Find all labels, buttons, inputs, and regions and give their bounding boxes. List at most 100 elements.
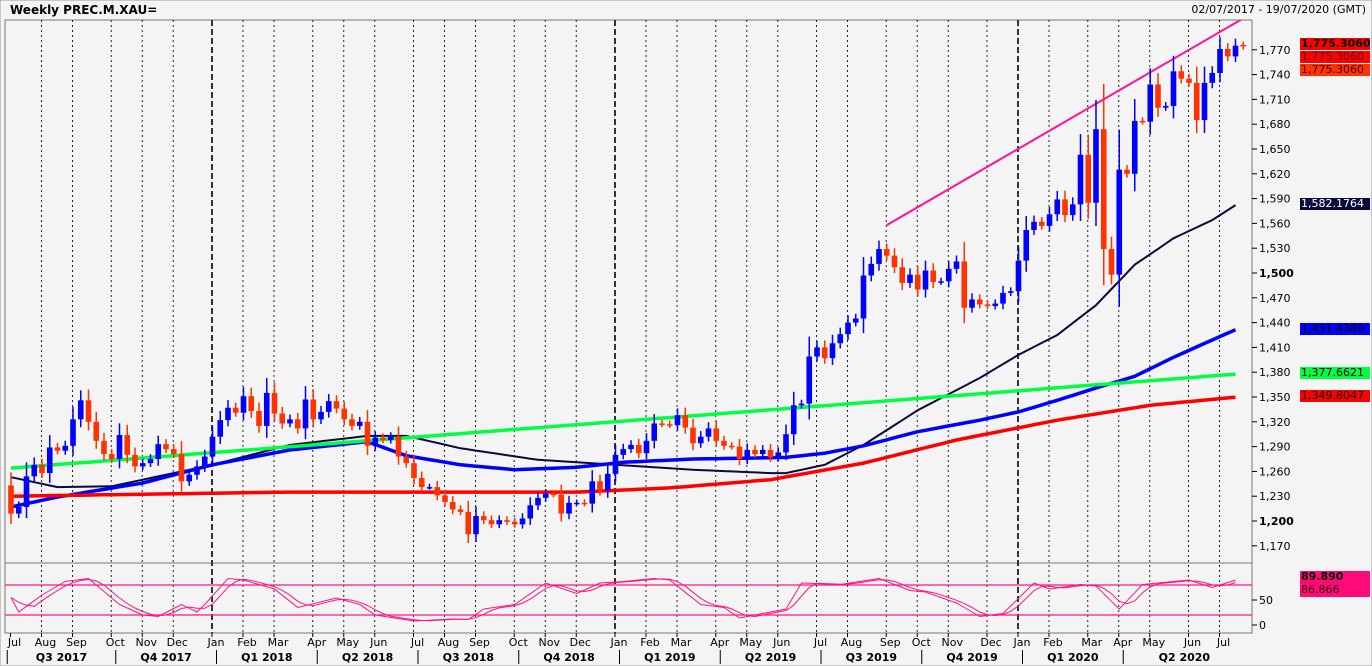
candle [891,248,898,274]
candle-body [775,452,782,458]
candle-body [868,263,875,276]
candle [480,511,487,524]
candle-body [690,427,696,444]
candle-body [263,392,270,426]
candle-body [341,408,348,420]
candle-body [519,518,526,525]
candle-body [364,421,371,446]
candle [581,499,588,507]
candle-body [473,516,479,535]
candle-body [310,399,317,420]
x-month-label: Jun [369,636,387,649]
candle [930,263,937,288]
candle [186,469,193,486]
candle [1209,66,1216,89]
x-quarter-label: Q3 2018 [443,651,494,664]
candle [411,454,417,485]
candle [1100,83,1107,286]
y-tick-label: 1,290 [1259,441,1291,454]
candle-body [132,454,138,467]
candle-body [201,456,208,467]
y-tick-label: 1,620 [1259,168,1291,181]
candle-body [566,502,572,514]
candle-body [597,481,603,491]
candle [1178,65,1185,84]
candle-body [271,392,278,414]
candle-body [294,419,301,429]
candle-body [8,485,14,514]
candle [744,443,751,465]
candle [876,240,882,271]
candle [310,389,317,428]
candle-body [852,318,859,323]
candle-body [139,463,146,467]
candle [1116,129,1123,307]
candle [953,255,960,274]
candle [116,423,123,469]
y-tick-label: 1,380 [1259,366,1291,379]
candle-body [969,299,975,308]
candle-body [860,275,867,319]
candle [1131,99,1138,192]
candle-body [1069,204,1076,216]
candle [442,489,448,507]
candle-body [930,270,937,283]
candle [1108,236,1115,285]
candle-body [914,274,921,290]
candle-body [232,407,239,413]
y-tick-label: 1,200 [1259,515,1294,528]
x-month-label: Mar [671,636,692,649]
candle [209,426,216,465]
candle [1224,43,1231,62]
y-tick-label: 1,680 [1259,118,1291,131]
candle-body [155,444,162,460]
candle-body [1193,82,1200,121]
candle [263,377,270,438]
candle [1046,206,1053,232]
candle-body [558,494,565,514]
candle [1015,246,1022,303]
candle-body [728,445,735,448]
y-tick-label: 1,170 [1259,540,1291,553]
candle [907,268,913,288]
candle [395,426,402,465]
y-tick-label: 1,710 [1259,93,1291,106]
candle [883,243,890,261]
candle [651,414,658,449]
candle [271,382,278,422]
candle-body [70,419,76,446]
candle [31,457,38,483]
y-tick-label: 1,320 [1259,416,1291,429]
x-month-label: May [739,636,762,649]
candle-body [1232,45,1239,57]
x-month-label: May [1142,636,1165,649]
candle-body [666,424,673,426]
x-quarter-label: Q4 2019 [946,651,997,664]
candle-body [1085,154,1092,203]
candle-body [961,261,968,308]
candle-body [395,436,402,457]
y-tick-label: 1,650 [1259,143,1291,156]
y-tick-label: 1,770 [1259,44,1291,57]
candle [829,334,836,365]
x-month-label: Nov [539,636,561,649]
ma-blue-tag: 1,431.4380 [1300,323,1370,335]
candle-body [573,502,580,505]
candle-body [1139,120,1146,123]
candle-body [1116,169,1123,275]
candle [132,447,138,473]
candle [519,513,526,529]
x-month-label: Aug [841,636,862,649]
y-tick-label: 1,470 [1259,292,1291,305]
ma-black-tag: 1,582.1764 [1300,198,1370,210]
candle-body [325,401,332,412]
candle [1217,37,1223,83]
candle-body [356,421,363,426]
candle-body [713,428,720,441]
candle [473,506,479,542]
x-month-label: Dec [980,636,1001,649]
candle-body [449,501,456,510]
candle [604,464,611,498]
candle-body [542,493,549,498]
